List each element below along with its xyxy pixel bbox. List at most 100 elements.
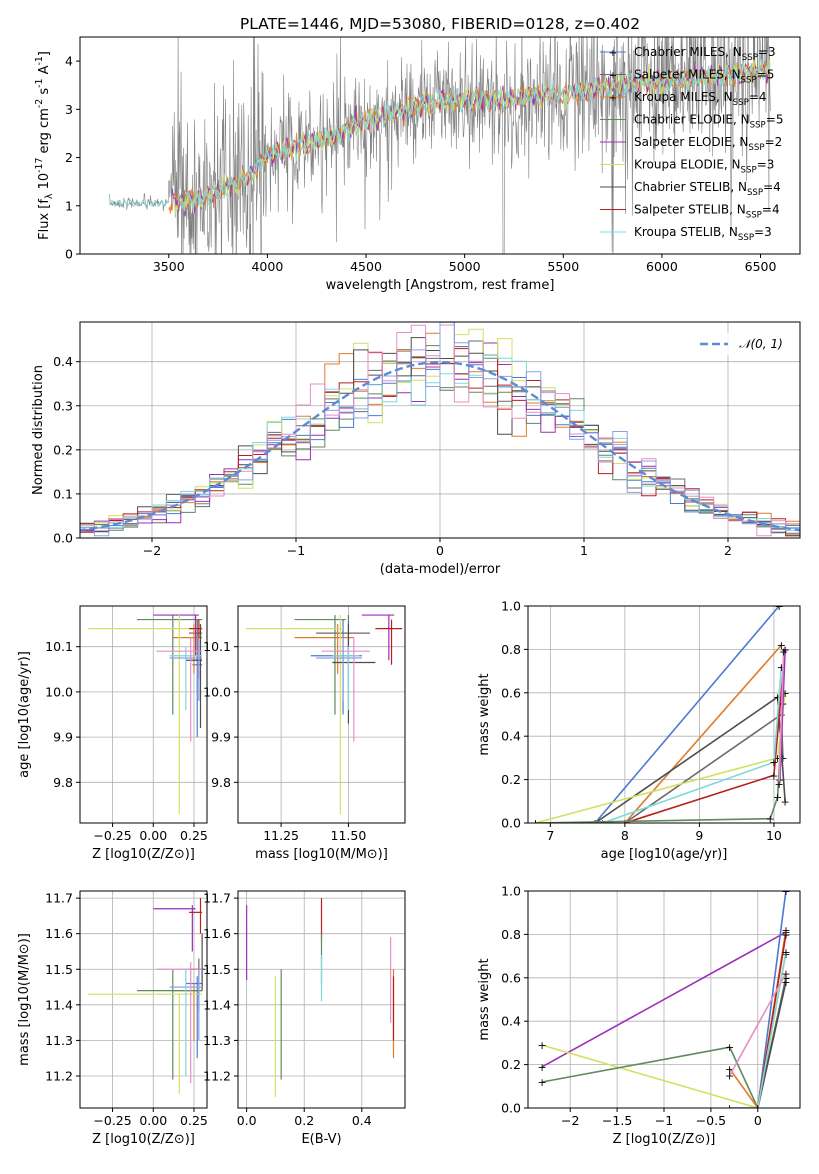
weight-marker: + [620, 817, 629, 830]
weight-marker: + [779, 646, 788, 659]
x-tick-label: 2 [724, 543, 732, 558]
x-tick-label: 5500 [547, 259, 579, 274]
y-tick-label: 10.0 [45, 684, 73, 699]
weight-line [624, 644, 783, 823]
x-axis-label: wavelength [Angstrom, rest frame] [326, 278, 555, 293]
x-axis-label: mass [log10(M/M⊙)] [255, 847, 388, 862]
weight-marker: + [531, 817, 540, 830]
y-tick-label: 10.0 [203, 684, 231, 699]
y-tick-label: 0.0 [501, 1101, 521, 1116]
y-tick-label: 11.7 [203, 891, 231, 906]
weight-marker: + [781, 967, 790, 980]
axes-frame [237, 605, 406, 824]
legend-label: 𝒩(0, 1) [739, 337, 783, 351]
legend-label: Chabrier MILES, NSSP=3 [634, 45, 776, 63]
y-tick-label: 0.4 [53, 354, 73, 369]
y-axis-label: mass weight [477, 958, 492, 1040]
age-vs-mass-panel: 11.25 11.50 9.8 9.9 10.0 10.1 mass [log10(M/M⊙… [203, 605, 406, 862]
x-tick-label: 8 [621, 828, 629, 843]
weight-marker: + [590, 817, 599, 830]
x-tick-label: −0.25 [93, 1113, 131, 1128]
spectrum-panel: 3500 4000 4500 5000 5500 6000 6500 0 1 2 3 4 wavelen… [34, 36, 801, 293]
y-tick-label: 0.3 [53, 398, 73, 413]
legend-label: Salpeter STELIB, NSSP=4 [634, 203, 780, 221]
y-tick-label: 0 [65, 247, 73, 262]
y-tick-label: 10.1 [45, 639, 73, 654]
x-tick-label: −1 [287, 543, 305, 558]
y-tick-label: 0.6 [501, 970, 521, 985]
y-tick-label: 0.8 [501, 927, 521, 942]
y-tick-label: 0.2 [501, 1057, 521, 1072]
legend-marker: + [609, 48, 617, 59]
y-axis-label: mass [log10(M/M⊙)] [17, 933, 32, 1066]
x-tick-label: 0.00 [139, 1113, 167, 1128]
x-tick-label: −1 [655, 1113, 673, 1128]
weight-marker: + [531, 817, 540, 830]
x-tick-label: 0.00 [139, 828, 167, 843]
y-tick-label: 9.9 [53, 730, 73, 745]
weight-marker: + [773, 791, 782, 804]
plot-area [88, 898, 206, 1094]
x-tick-label: 1 [580, 543, 588, 558]
x-tick-label: −0.5 [696, 1113, 726, 1128]
weight-marker: + [725, 1063, 734, 1076]
legend-marker: + [609, 93, 617, 104]
weight-marker: + [777, 639, 786, 652]
y-tick-label: 11.5 [45, 962, 73, 977]
model-spectrum [171, 61, 770, 217]
x-axis-label: (data-model)/error [380, 562, 501, 577]
weight-marker: + [781, 972, 790, 985]
legend-label: Kroupa MILES, NSSP=4 [634, 90, 767, 108]
weight-marker: + [537, 1076, 546, 1089]
weight-marker: + [780, 687, 789, 700]
x-axis-label: E(B-V) [301, 1132, 341, 1147]
weight-marker: + [777, 661, 786, 674]
weight-marker: + [773, 752, 782, 765]
x-axis-label: Z [log10(Z/Z⊙)] [92, 1132, 195, 1147]
y-tick-label: 10.1 [203, 639, 231, 654]
x-tick-label: 0.25 [180, 828, 208, 843]
axes-frame [527, 605, 801, 824]
y-axis-label: Flux [fλ 10-17 erg cm-2 s-1 A-1] [34, 51, 55, 240]
weight-marker: + [781, 924, 790, 937]
legend-label: Chabrier ELODIE, NSSP=5 [634, 113, 783, 131]
y-tick-label: 0.4 [501, 1014, 521, 1029]
weight-marker: + [620, 817, 629, 830]
x-tick-label: 0 [436, 543, 444, 558]
plot-area: ++++++++++++++++++++ +++++++ [531, 606, 790, 830]
weight-marker: + [773, 691, 782, 704]
plot-area [246, 614, 403, 814]
weight-marker: + [781, 928, 790, 941]
x-tick-label: 3500 [153, 259, 185, 274]
x-tick-label: 0.0 [237, 1113, 257, 1128]
model-spectrum [177, 57, 771, 212]
histogram-series [80, 322, 800, 537]
y-tick-label: 0.4 [501, 729, 521, 744]
weight-line [778, 651, 785, 784]
weight-marker: + [753, 1102, 762, 1115]
legend-label: Kroupa STELIB, NSSP=3 [634, 225, 772, 243]
weight-line [757, 981, 787, 1108]
y-tick-label: 0.8 [501, 642, 521, 657]
plot-area [109, 37, 771, 254]
weight-line [728, 973, 787, 1076]
mass-weight-vs-metallicity-panel: −2 −1.5 −1 −0.5 00.00.20.40.60.81.0+++++++++… [477, 884, 801, 1147]
legend-marker: + [609, 71, 617, 82]
weight-marker: + [766, 813, 775, 826]
y-tick-label: 11.2 [203, 1068, 231, 1083]
legend-label: Chabrier STELIB, NSSP=4 [634, 180, 781, 198]
weight-marker: + [537, 1039, 546, 1052]
weight-marker: + [590, 817, 599, 830]
weight-line [729, 891, 787, 1108]
y-tick-label: 11.5 [203, 962, 231, 977]
age-vs-metallicity-panel: −0.25 0.00 0.25 9.8 9.9 10.0 10.1 Z [log10(Z/Z⊙… [17, 605, 208, 862]
axes-frame [79, 605, 208, 824]
plot-area [246, 898, 395, 1098]
weight-line [594, 606, 780, 823]
y-tick-label: 0.0 [53, 531, 73, 546]
x-axis-label: Z [log10(Z/Z⊙)] [92, 847, 195, 862]
plot-area: ++++++++++ +++++++++++++++ [537, 891, 791, 1115]
mass-weight-vs-age-panel: 7 8 9 100.00.20.40.60.81.0+++++++++++++++++… [477, 599, 801, 862]
x-tick-label: 7 [546, 828, 554, 843]
